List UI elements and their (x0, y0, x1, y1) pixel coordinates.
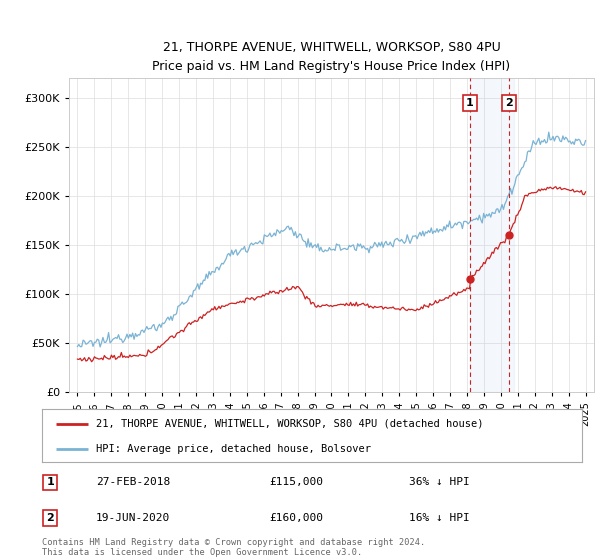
Text: 2: 2 (505, 98, 512, 108)
Text: 19-JUN-2020: 19-JUN-2020 (96, 513, 170, 523)
Text: 1: 1 (46, 477, 54, 487)
Bar (470, 78, 514, 392)
Text: £115,000: £115,000 (269, 477, 323, 487)
Text: 16% ↓ HPI: 16% ↓ HPI (409, 513, 470, 523)
Text: Contains HM Land Registry data © Crown copyright and database right 2024.
This d: Contains HM Land Registry data © Crown c… (42, 538, 425, 557)
Text: 27-FEB-2018: 27-FEB-2018 (96, 477, 170, 487)
Title: 21, THORPE AVENUE, WHITWELL, WORKSOP, S80 4PU
Price paid vs. HM Land Registry's : 21, THORPE AVENUE, WHITWELL, WORKSOP, S8… (152, 41, 511, 73)
Text: 21, THORPE AVENUE, WHITWELL, WORKSOP, S80 4PU (detached house): 21, THORPE AVENUE, WHITWELL, WORKSOP, S8… (96, 419, 484, 429)
Text: 1: 1 (466, 98, 473, 108)
Text: 36% ↓ HPI: 36% ↓ HPI (409, 477, 470, 487)
Text: HPI: Average price, detached house, Bolsover: HPI: Average price, detached house, Bols… (96, 444, 371, 454)
Text: £160,000: £160,000 (269, 513, 323, 523)
Text: 2: 2 (46, 513, 54, 523)
